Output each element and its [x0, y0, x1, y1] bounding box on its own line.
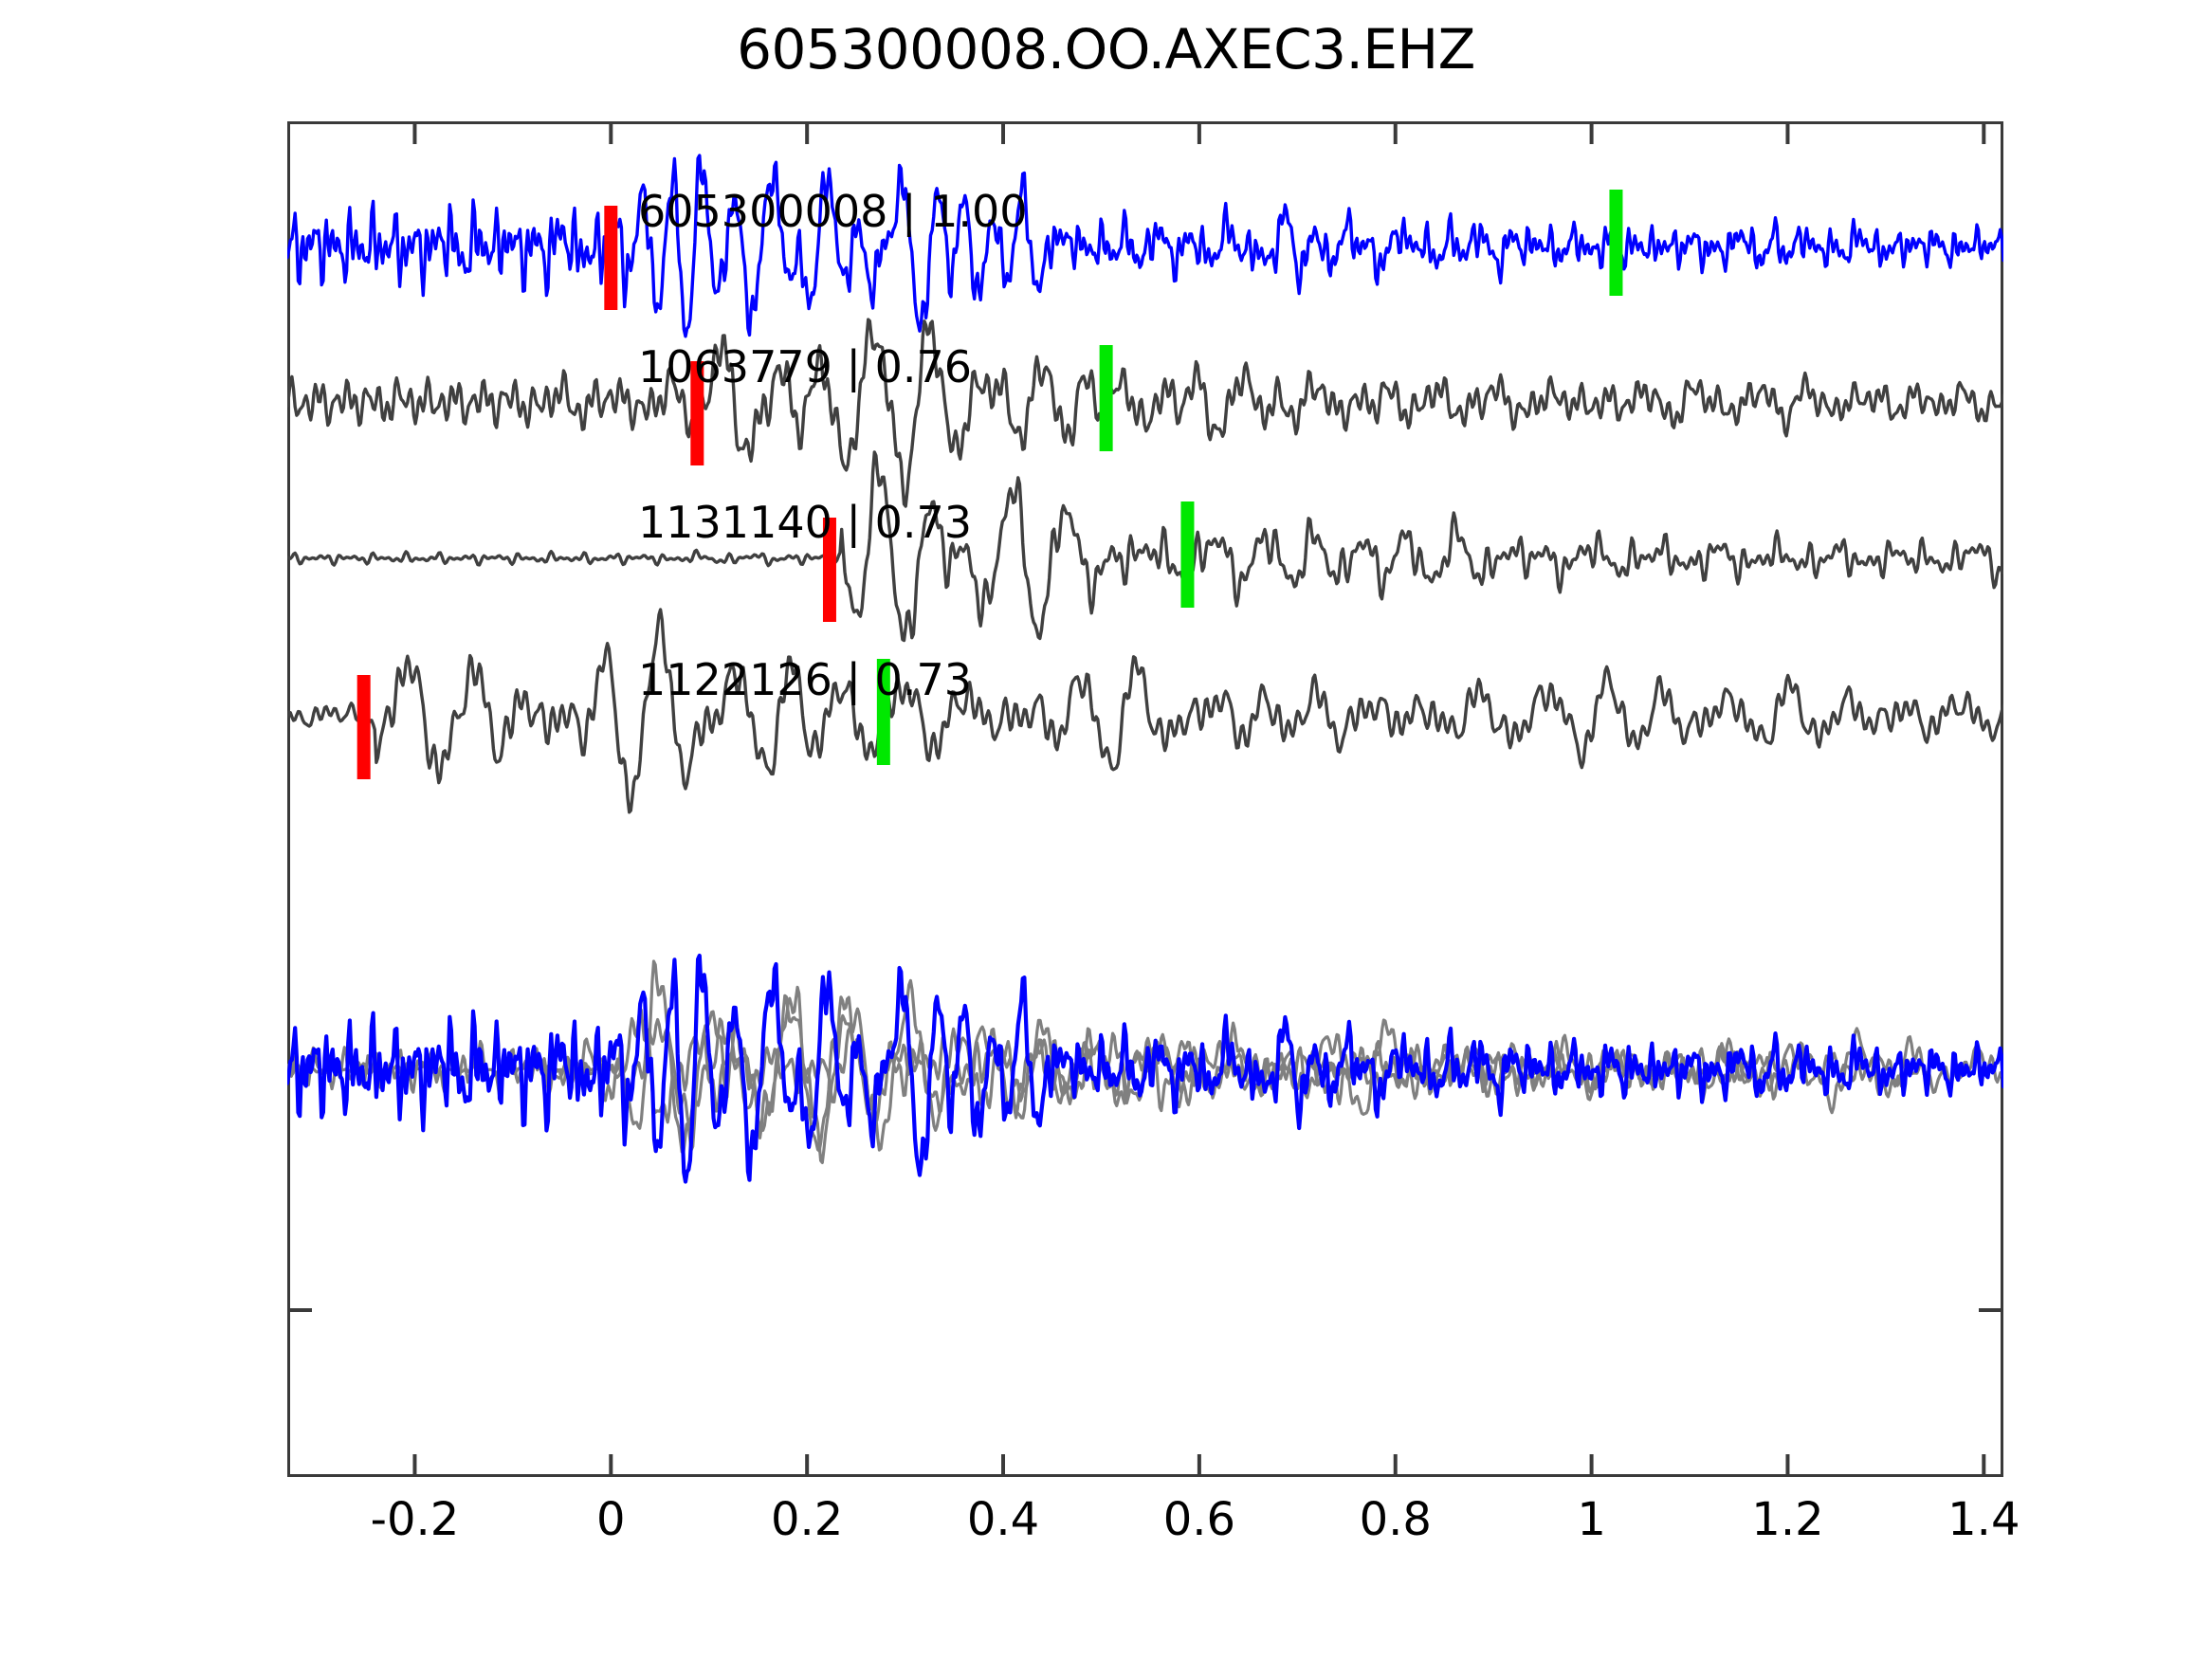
x-tick-label: 1 [1577, 1493, 1606, 1546]
axes-frame [287, 121, 2003, 1477]
page-title: 605300008.OO.AXEC3.EHZ [737, 17, 1475, 82]
trace-label-1122126: 1122126 | 0.73 [638, 654, 973, 705]
x-tick-label: 0.4 [966, 1493, 1040, 1546]
trace-row-1131140[interactable] [287, 450, 2003, 643]
waveform-line-1131140[interactable] [287, 450, 2003, 643]
x-tick-label: -0.2 [370, 1493, 460, 1546]
stack-template-line[interactable] [287, 953, 2003, 1184]
trace-label-1063779: 1063779 | 0.76 [638, 341, 973, 392]
x-axis-tick-labels: -0.2 0 0.2 0.4 0.6 0.8 1 1.2 1.4 [287, 1493, 2020, 1559]
x-axis-ticks [412, 123, 1986, 1475]
trace-row-605300008[interactable] [287, 154, 2003, 338]
x-tick-label: 0.8 [1359, 1493, 1432, 1546]
trace-row-1122126[interactable] [287, 608, 2003, 814]
x-tick-label: 0 [596, 1493, 626, 1546]
x-tick-label: 1.4 [1947, 1493, 2020, 1546]
x-tick-label: 0.2 [770, 1493, 844, 1546]
x-tick-label: 0.6 [1162, 1493, 1236, 1546]
x-tick-label: 1.2 [1751, 1493, 1824, 1546]
waveform-line-1063779[interactable] [287, 318, 2003, 508]
trace-row-1063779[interactable] [287, 318, 2003, 508]
waveform-line-1122126[interactable] [287, 608, 2003, 814]
trace-label-1131140: 1131140 | 0.73 [638, 497, 973, 548]
trace-group [287, 154, 2003, 814]
plot-axes: 605300008 | 1.00 1063779 | 0.76 1131140 | … [287, 121, 2003, 1477]
trace-label-605300008: 605300008 | 1.00 [638, 186, 1028, 237]
waveform-line-605300008[interactable] [287, 154, 2003, 338]
waveform-canvas [287, 121, 2003, 1477]
pick-markers [356, 190, 1623, 779]
overlay-stack [287, 953, 2003, 1184]
